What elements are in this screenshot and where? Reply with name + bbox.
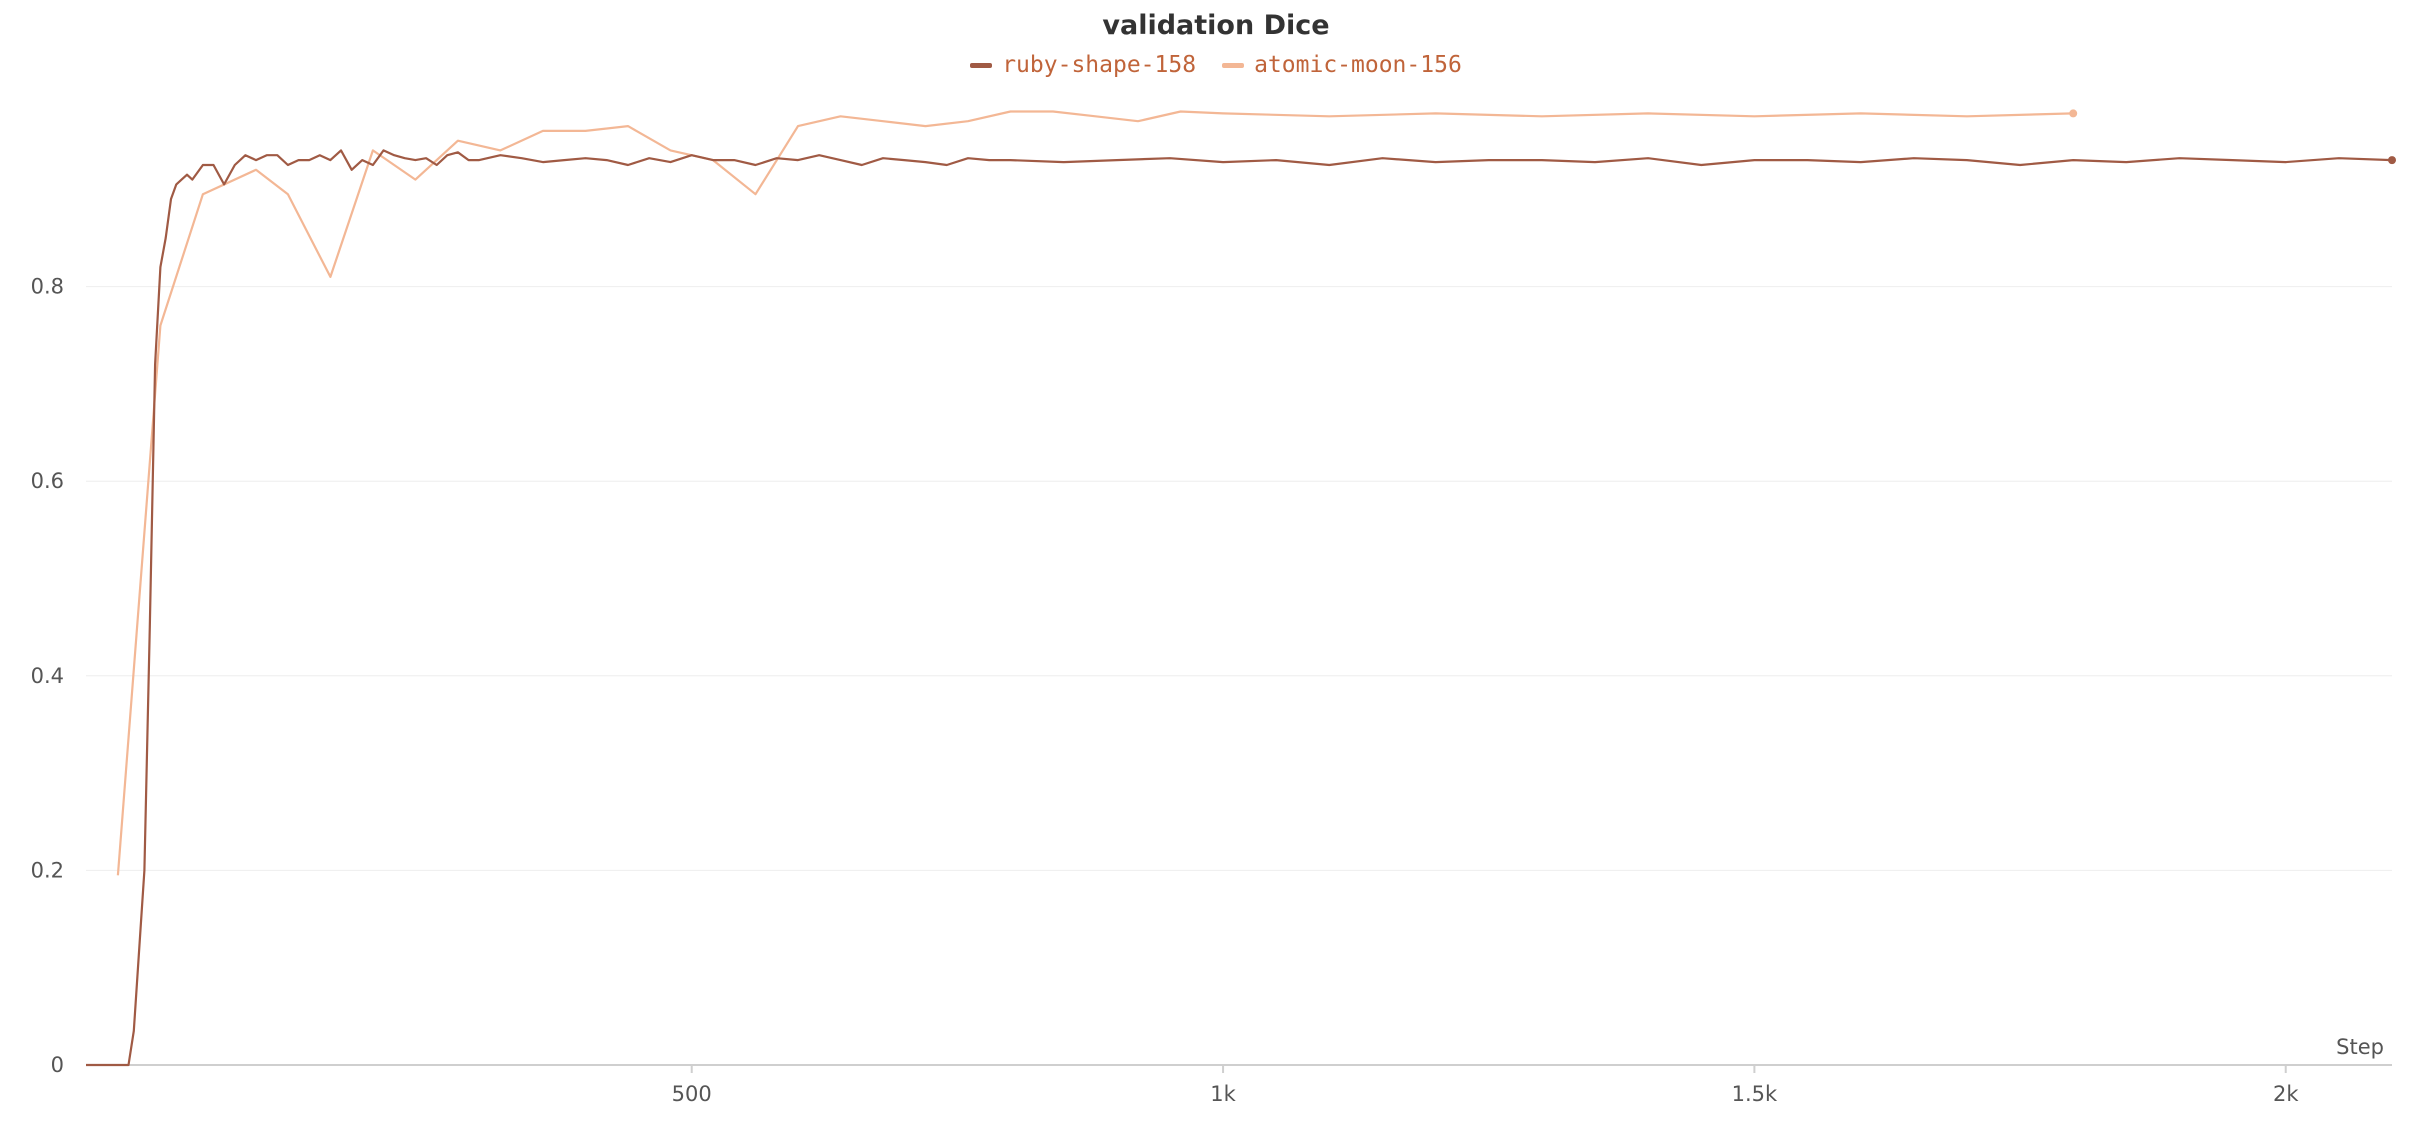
series-endpoint-ruby-shape-158 bbox=[2388, 156, 2396, 165]
chart-title: validation Dice bbox=[1102, 10, 1330, 41]
y-tick-label: 0.4 bbox=[31, 664, 64, 688]
legend-item-ruby-shape-158[interactable]: ruby-shape-158 bbox=[970, 52, 1196, 78]
y-tick-label: 0.2 bbox=[31, 858, 64, 882]
series-line-atomic-moon-156 bbox=[116, 110, 2074, 876]
legend-swatch bbox=[970, 62, 993, 68]
legend-label: atomic-moon-156 bbox=[1254, 52, 1462, 78]
x-axis-label: Step bbox=[2336, 1035, 2384, 1059]
x-tick-label: 1k bbox=[1210, 1082, 1236, 1106]
series-endpoint-atomic-moon-156 bbox=[2069, 109, 2078, 118]
y-tick-label: 0.8 bbox=[31, 275, 64, 299]
legend-item-atomic-moon-156[interactable]: atomic-moon-156 bbox=[1222, 52, 1462, 78]
series-line-ruby-shape-158 bbox=[86, 149, 2393, 1067]
x-tick-label: 1.5k bbox=[1732, 1082, 1778, 1106]
legend-label: ruby-shape-158 bbox=[1002, 52, 1197, 78]
y-tick-label: 0 bbox=[51, 1053, 64, 1077]
y-tick-label: 0.6 bbox=[31, 469, 64, 493]
x-tick-label: 2k bbox=[2273, 1082, 2299, 1106]
legend-swatch bbox=[1222, 62, 1245, 68]
chart-legend: ruby-shape-158 atomic-moon-156 bbox=[0, 52, 2432, 78]
x-tick-label: 500 bbox=[672, 1082, 712, 1106]
